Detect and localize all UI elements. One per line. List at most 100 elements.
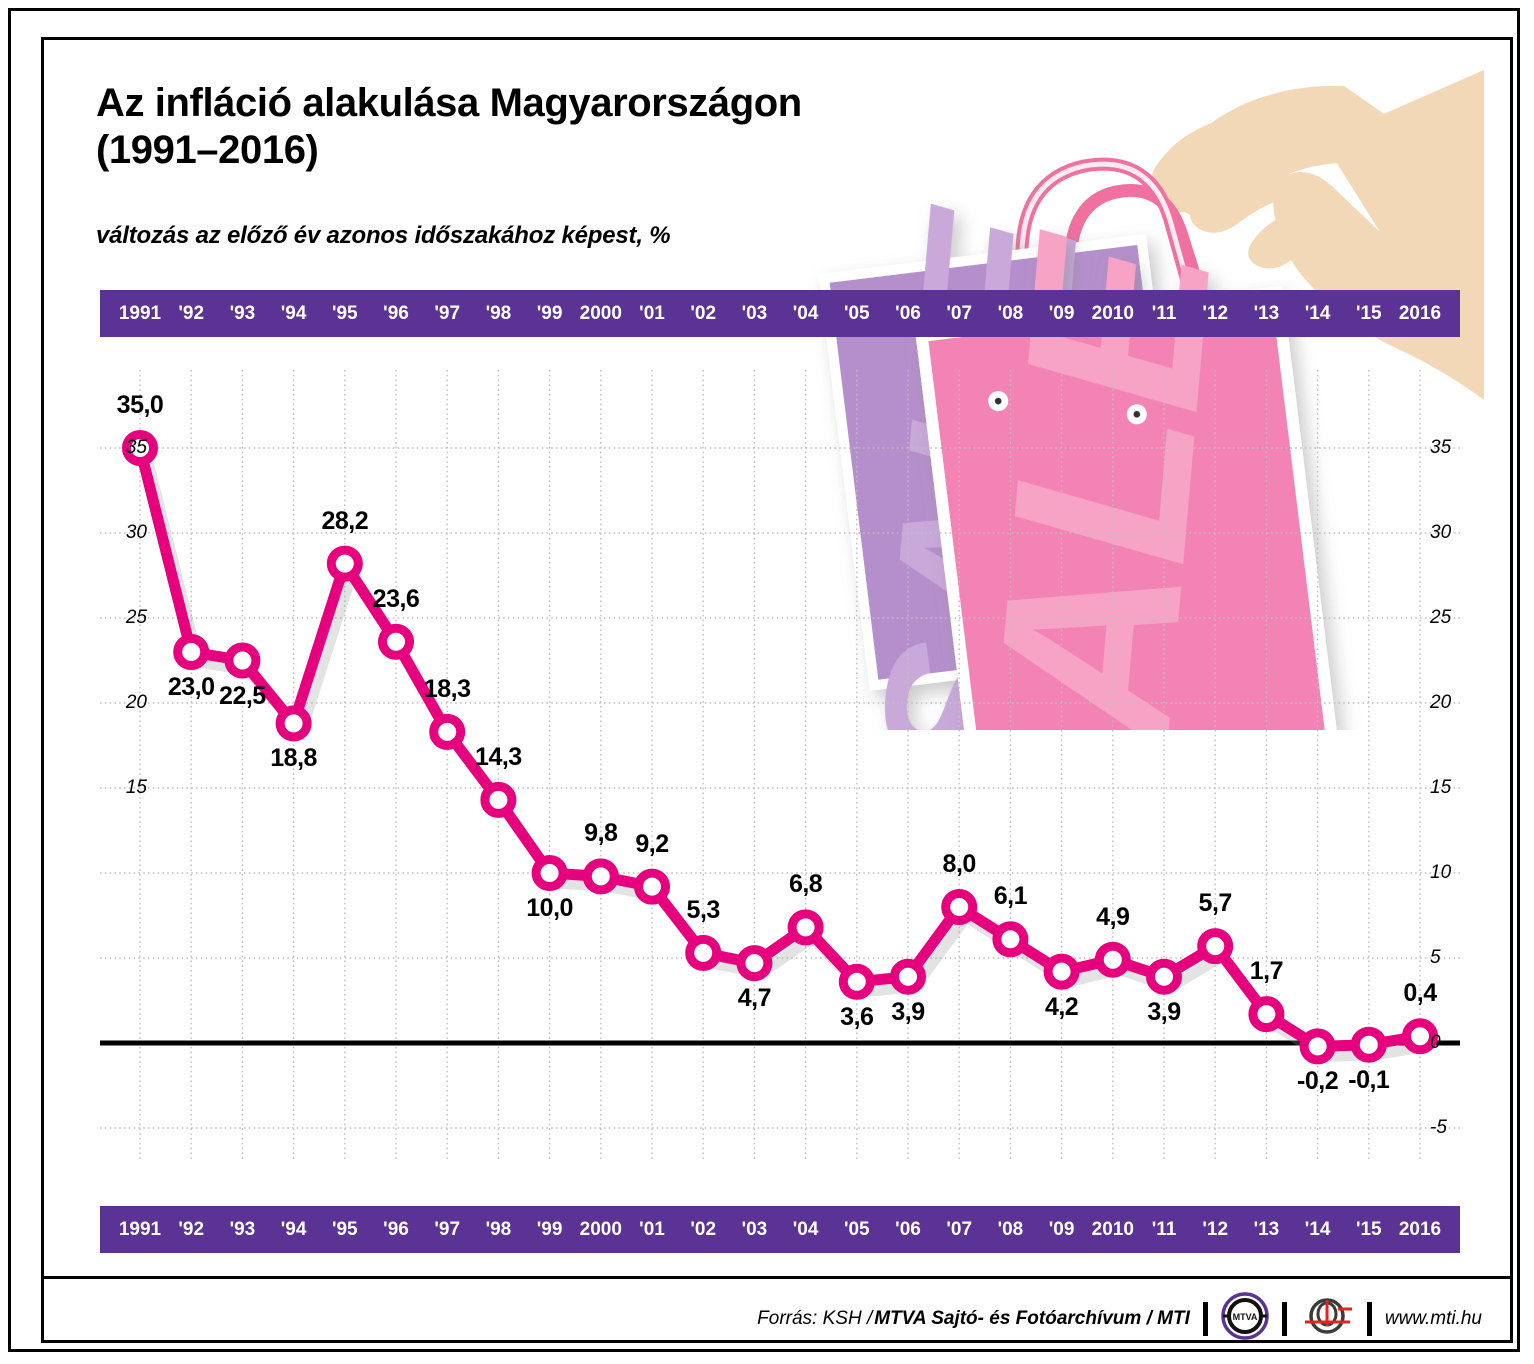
- y-axis-tick-right: -5: [1430, 1117, 1447, 1138]
- year-label: '98: [485, 303, 512, 324]
- year-label: '05: [843, 303, 870, 324]
- y-axis-tick-right: 5: [1430, 947, 1441, 968]
- year-label: '97: [434, 303, 461, 324]
- year-label: '03: [741, 1219, 768, 1240]
- website-url: www.mti.hu: [1384, 1307, 1482, 1329]
- data-point-label: 9,8: [584, 819, 618, 848]
- y-axis-tick-right: 20: [1430, 692, 1452, 713]
- year-label: '99: [536, 303, 563, 324]
- y-axis-tick-left: 20: [125, 692, 147, 713]
- year-label: '93: [229, 1219, 256, 1240]
- svg-text:MTVA: MTVA: [1232, 1312, 1257, 1322]
- mtva-logo-icon: MTVA: [1221, 1292, 1269, 1340]
- data-point-label: 6,8: [788, 870, 823, 899]
- source-attribution: MTVA Sajtó- és Fotóarchívum / MTI: [874, 1307, 1190, 1329]
- outer-frame: Az infláció alakulása Magyarországon (19…: [8, 8, 1520, 1352]
- data-point-label: 35,0: [116, 391, 164, 419]
- year-label: 2000: [579, 1219, 622, 1240]
- year-label: '92: [178, 303, 205, 324]
- source-prefix: Forrás: KSH /: [757, 1307, 873, 1329]
- data-point-label: 22,5: [219, 681, 266, 710]
- y-axis-tick-right: 30: [1430, 522, 1452, 543]
- year-label: '08: [997, 303, 1024, 324]
- year-label: '12: [1202, 1219, 1229, 1240]
- page-subtitle: változás az előző év azonos időszakához …: [96, 222, 671, 249]
- y-axis-tick-right: 0: [1430, 1032, 1441, 1053]
- data-point-label: -0,2: [1297, 1067, 1339, 1096]
- year-label: '13: [1253, 303, 1280, 324]
- year-label: '01: [639, 303, 665, 324]
- year-label: '98: [485, 1219, 512, 1240]
- year-label: '12: [1202, 303, 1229, 324]
- infographic-card: Az infláció alakulása Magyarországon (19…: [41, 37, 1513, 1343]
- hand-icon: [1149, 70, 1484, 400]
- year-label: '04: [792, 303, 819, 324]
- data-point-label: 23,6: [372, 584, 420, 613]
- data-point-label: 10,0: [526, 894, 573, 922]
- data-point-label: 1,7: [1249, 957, 1284, 986]
- data-point-label: 4,7: [737, 984, 772, 1013]
- year-label: 2010: [1091, 303, 1134, 324]
- year-label: 2016: [1398, 1219, 1442, 1240]
- year-label: '97: [434, 1219, 461, 1240]
- data-point-label: 0,4: [1403, 979, 1437, 1008]
- data-point-label: 5,3: [686, 895, 721, 924]
- data-point-label: 23,0: [167, 673, 215, 701]
- y-axis-tick-left: 25: [125, 607, 147, 628]
- year-label: '94: [280, 303, 307, 324]
- data-point-label: 4,2: [1044, 992, 1079, 1021]
- year-label: '14: [1304, 1219, 1331, 1240]
- y-axis-tick-left: 15: [125, 777, 147, 798]
- data-point-label: -0,1: [1348, 1065, 1390, 1094]
- data-point-label: 18,3: [423, 674, 471, 703]
- year-label: 1991: [118, 303, 162, 324]
- data-point-label: 3,9: [1147, 997, 1181, 1026]
- data-point-label: 6,1: [993, 882, 1028, 911]
- year-label: '01: [639, 1219, 665, 1240]
- y-axis-tick-right: 25: [1430, 607, 1452, 628]
- data-point-label: 4,9: [1096, 902, 1130, 931]
- year-label: '96: [383, 303, 409, 324]
- year-label: '94: [280, 1219, 307, 1240]
- data-point-label: 3,9: [891, 997, 925, 1026]
- year-label: '03: [741, 303, 768, 324]
- year-label: '07: [946, 303, 973, 324]
- year-label: '02: [690, 303, 717, 324]
- year-label: '05: [843, 1219, 870, 1240]
- y-axis-tick-right: 15: [1430, 777, 1452, 798]
- year-label: '11: [1151, 303, 1177, 324]
- year-label: '93: [229, 303, 256, 324]
- chart-plot-area: 35,0 23,0 22,5 18,8 28,2 23,6 18,3 14,3 10,0 9,8 9…: [100, 370, 1460, 1160]
- year-label: '11: [1151, 1219, 1177, 1240]
- year-axis-bottom: 1991 '92 '93 '94 '95 '96 '97 '98 '99 2000 '01 '02 '0…: [100, 1206, 1460, 1253]
- year-label: '04: [792, 1219, 819, 1240]
- footer-separator-1: [1202, 1301, 1208, 1336]
- year-label: '08: [997, 1219, 1024, 1240]
- year-label: '06: [895, 1219, 921, 1240]
- data-point-label: 3,6: [840, 1002, 874, 1031]
- year-label: 1991: [118, 1219, 162, 1240]
- y-axis-tick-left: 30: [125, 522, 147, 543]
- mti-logo-icon: [1300, 1292, 1354, 1340]
- year-axis-top: 1991 '92 '93 '94 '95 '96 '97 '98 '99 2000 '01 '02 '0…: [100, 290, 1460, 337]
- year-label: '99: [536, 1219, 563, 1240]
- footer: Forrás: KSH / MTVA Sajtó- és Fotóarchívu…: [44, 1276, 1510, 1340]
- y-axis-tick-left: 35: [125, 437, 147, 458]
- year-label: '09: [1048, 303, 1075, 324]
- y-axis-tick-right: 10: [1430, 862, 1452, 883]
- data-point-label: 14,3: [475, 742, 522, 771]
- year-label: 2016: [1398, 303, 1442, 324]
- data-point-label: 5,7: [1198, 889, 1233, 918]
- year-label: '15: [1355, 303, 1382, 324]
- page-title: Az infláció alakulása Magyarországon (19…: [96, 81, 802, 173]
- year-label: 2010: [1091, 1219, 1134, 1240]
- inflation-line-chart: [100, 370, 1460, 1160]
- bag-handles-icon: [1015, 157, 1221, 377]
- footer-divider: [44, 1276, 1510, 1279]
- year-label: '95: [331, 303, 358, 324]
- footer-separator-2: [1281, 1301, 1287, 1336]
- year-label: '14: [1304, 303, 1331, 324]
- year-label: '02: [690, 1219, 717, 1240]
- year-label: '06: [895, 303, 921, 324]
- data-point-label: 28,2: [321, 506, 369, 535]
